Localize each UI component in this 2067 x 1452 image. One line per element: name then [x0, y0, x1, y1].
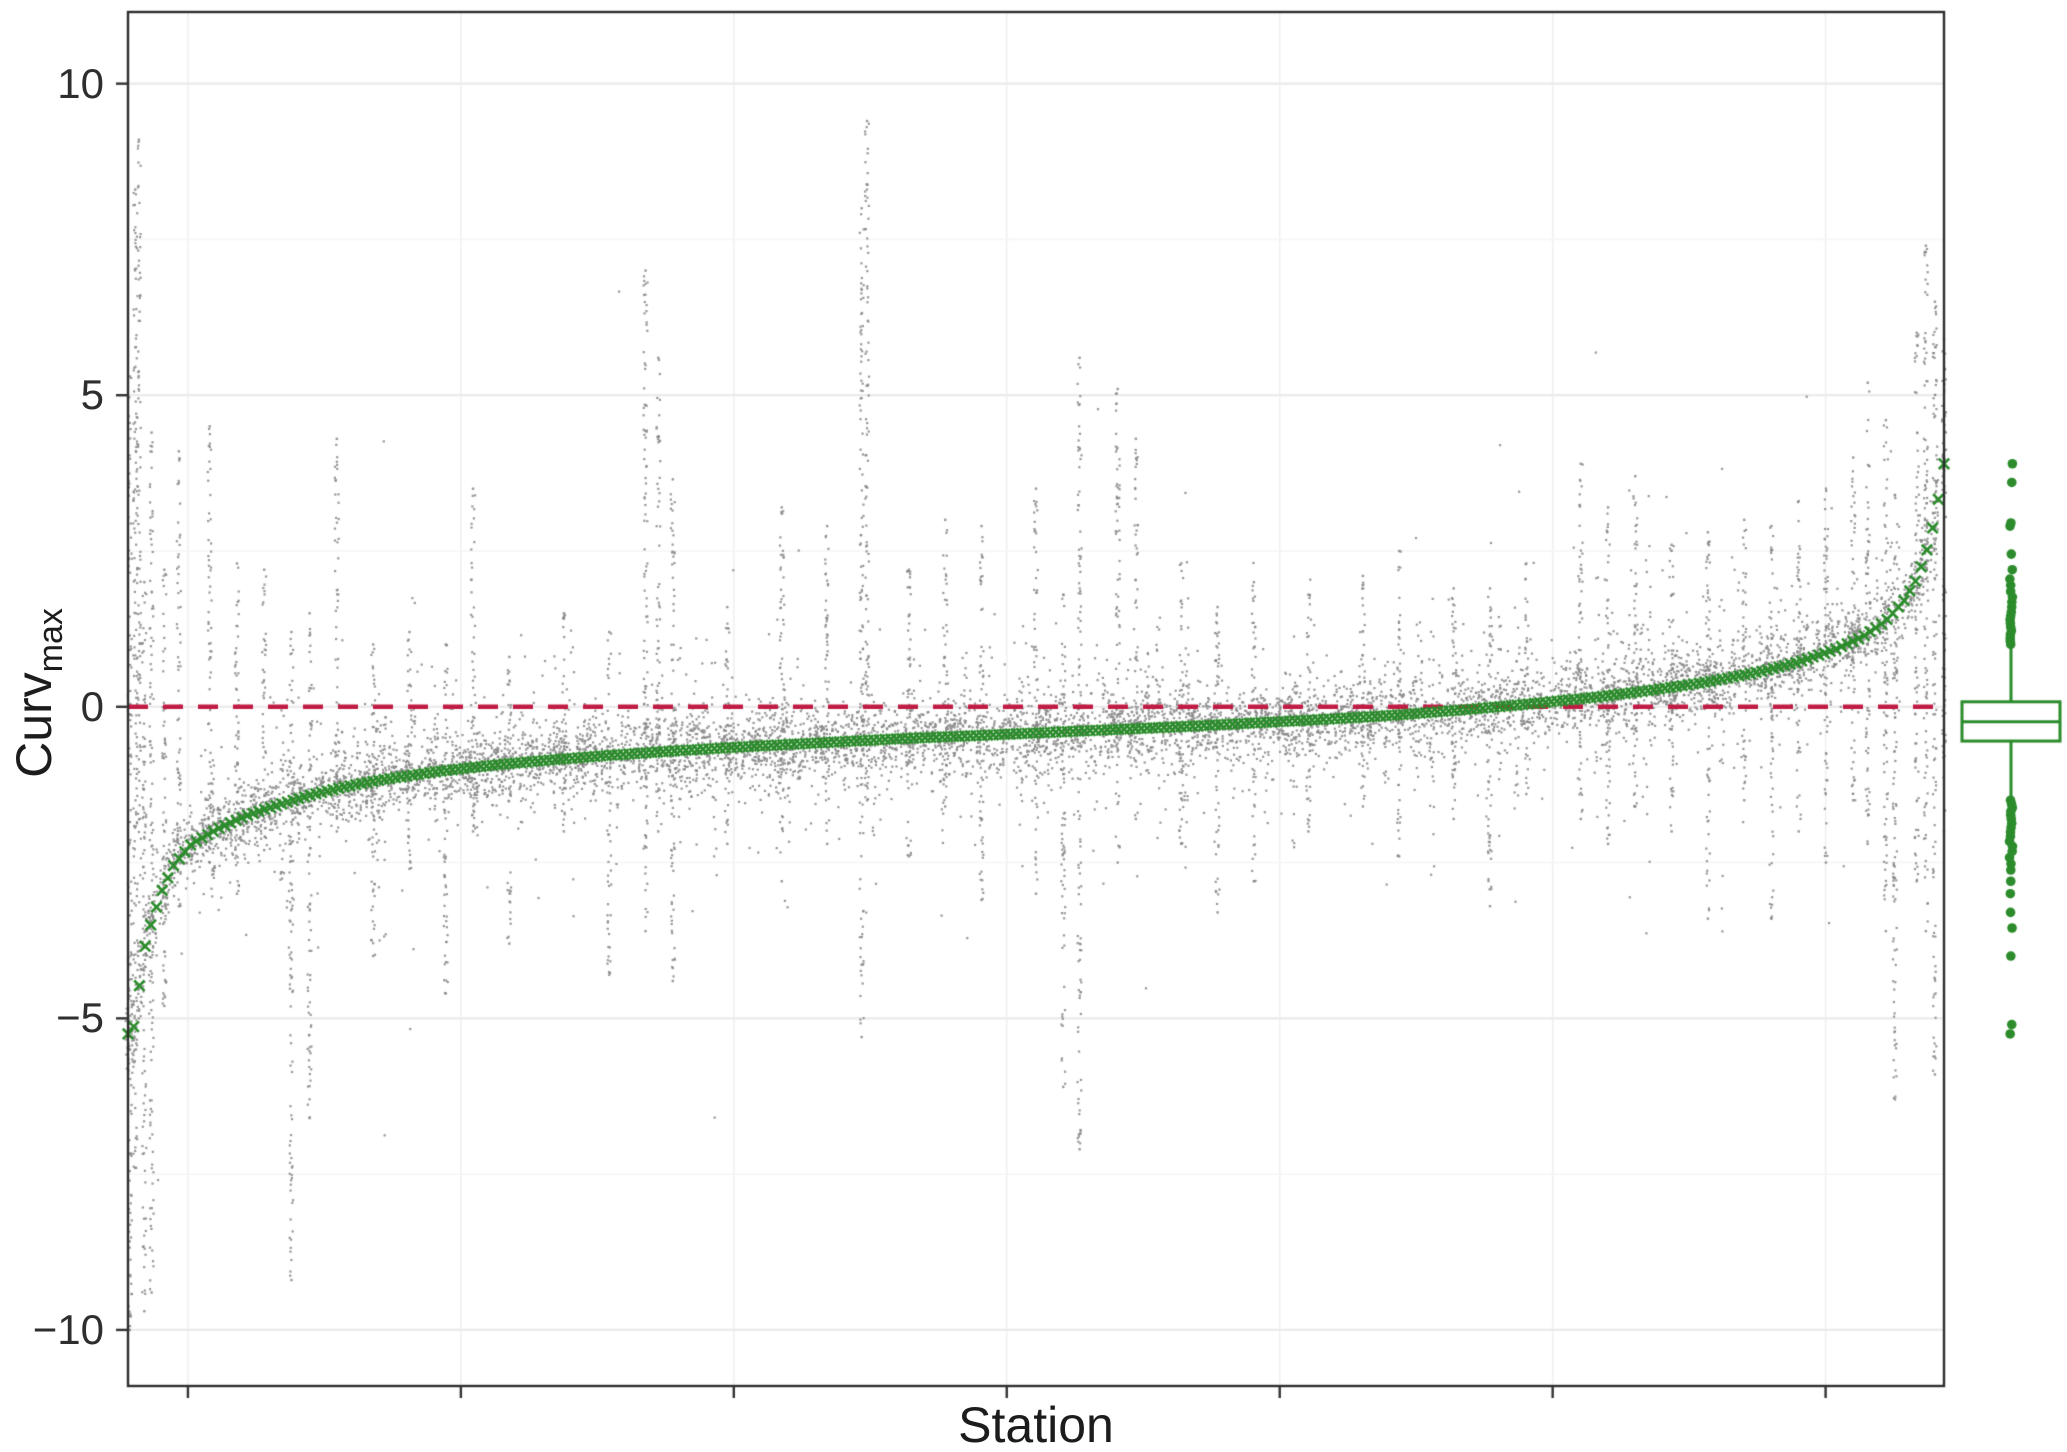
y-tick-label: 10	[57, 59, 104, 107]
y-tick-label: 5	[80, 371, 104, 419]
y-tick-label: −5	[56, 994, 104, 1042]
y-tick-label: 0	[80, 682, 104, 730]
y-axis-title-text: Curvmax	[5, 608, 71, 778]
y-tick-label: −10	[32, 1305, 104, 1353]
y-axis-title: Curvmax	[2, 0, 74, 1386]
x-axis-title: Station	[958, 1397, 1114, 1452]
y-axis-title-sub: max	[32, 608, 70, 673]
y-axis-tick-labels: 10 5 0 −5 −10	[0, 0, 104, 1452]
y-axis-title-main: Curv	[6, 672, 62, 778]
